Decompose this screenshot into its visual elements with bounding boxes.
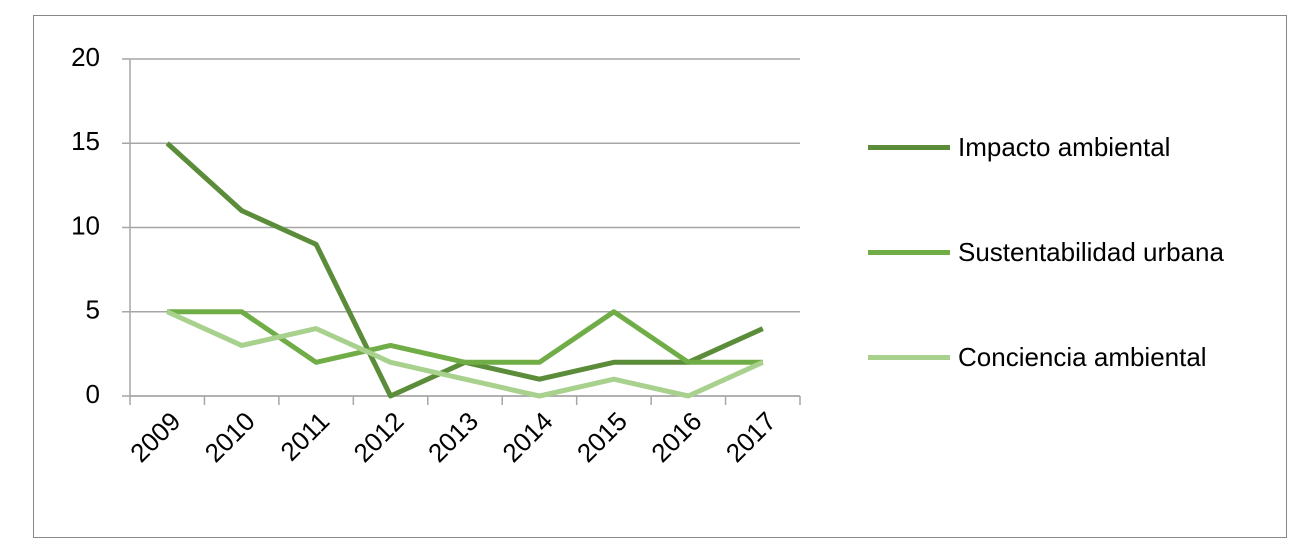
legend-item: Conciencia ambiental xyxy=(868,336,1248,378)
legend-item: Impacto ambiental xyxy=(868,126,1248,168)
legend-label: Impacto ambiental xyxy=(958,132,1171,162)
legend-swatch xyxy=(868,145,950,150)
y-tick-label: 5 xyxy=(86,295,100,325)
y-tick-label: 20 xyxy=(71,42,100,72)
legend-swatch xyxy=(868,355,950,360)
chart-border xyxy=(33,15,1287,538)
legend-label: Conciencia ambiental xyxy=(958,342,1207,372)
y-tick-label: 15 xyxy=(71,126,100,156)
y-tick-label: 0 xyxy=(86,379,100,409)
legend-swatch xyxy=(868,250,950,255)
data-line xyxy=(166,309,764,399)
legend-label: Sustentabilidad urbana xyxy=(958,237,1224,267)
legend-item: Sustentabilidad urbana xyxy=(868,231,1248,273)
y-tick-label: 10 xyxy=(71,210,100,240)
data-line xyxy=(167,309,763,365)
